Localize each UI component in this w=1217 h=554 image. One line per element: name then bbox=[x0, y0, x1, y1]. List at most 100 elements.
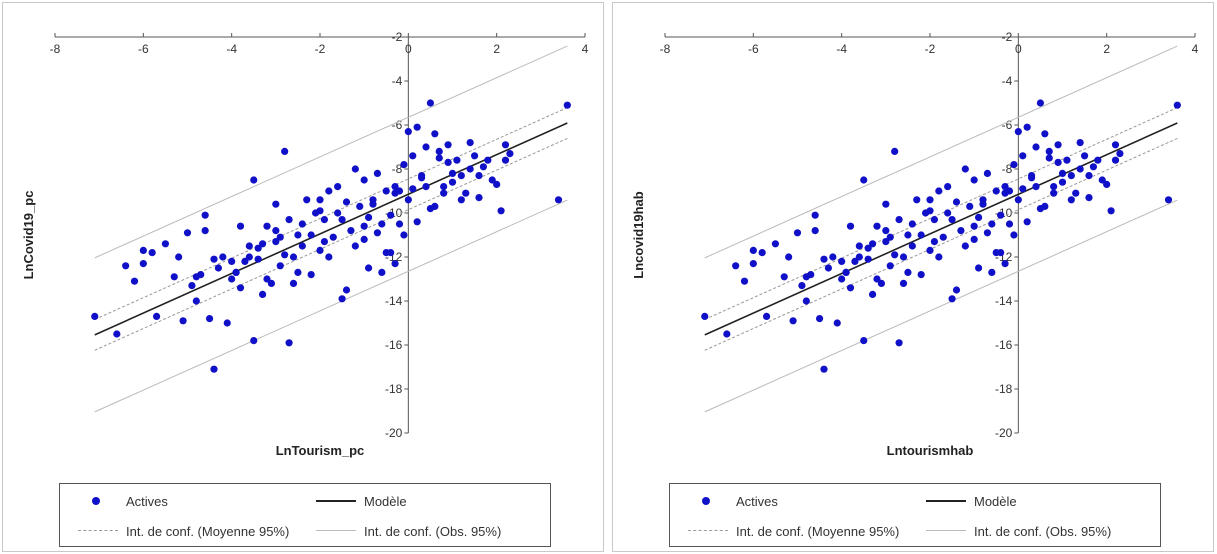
data-point bbox=[457, 172, 465, 180]
y-tick-label: -16 bbox=[995, 338, 1013, 352]
y-tick-label: -4 bbox=[1002, 74, 1013, 88]
y-tick-label: -18 bbox=[385, 382, 403, 396]
data-point bbox=[1067, 172, 1075, 180]
data-point bbox=[201, 211, 209, 219]
data-point bbox=[1027, 172, 1036, 180]
data-point bbox=[360, 176, 368, 184]
data-point bbox=[272, 238, 280, 246]
data-point bbox=[1076, 139, 1084, 147]
legend-label-model: Modèle bbox=[364, 493, 407, 509]
data-point bbox=[404, 128, 412, 136]
data-point bbox=[422, 183, 430, 191]
data-point bbox=[320, 238, 329, 246]
y-tick-label: -4 bbox=[392, 74, 403, 88]
model-line bbox=[94, 122, 568, 336]
data-point bbox=[188, 282, 196, 290]
data-point bbox=[303, 196, 311, 204]
data-point bbox=[475, 194, 483, 202]
data-point bbox=[289, 253, 298, 261]
data-point bbox=[342, 198, 351, 206]
data-point bbox=[378, 268, 386, 276]
data-point bbox=[391, 189, 399, 197]
data-point bbox=[179, 317, 187, 325]
x-tick-label: 4 bbox=[582, 42, 589, 56]
data-point bbox=[908, 220, 916, 228]
data-point bbox=[904, 268, 912, 276]
data-point bbox=[501, 156, 510, 164]
data-point bbox=[1173, 101, 1181, 109]
data-point bbox=[762, 312, 771, 320]
data-point bbox=[1032, 143, 1040, 151]
x-tick-label: 0 bbox=[1015, 42, 1022, 56]
data-point bbox=[749, 246, 757, 254]
data-point bbox=[210, 255, 218, 263]
data-point bbox=[886, 262, 894, 270]
data-point bbox=[970, 235, 978, 243]
data-point bbox=[387, 211, 395, 219]
data-point bbox=[334, 183, 342, 191]
data-point bbox=[391, 260, 399, 268]
data-point bbox=[974, 213, 983, 221]
legend-item-conf-mean: Int. de conf. (Moyenne 95%) bbox=[74, 522, 289, 540]
data-point bbox=[440, 189, 448, 197]
data-point bbox=[1023, 123, 1031, 131]
data-point bbox=[360, 222, 368, 230]
data-point bbox=[426, 99, 435, 107]
y-tick-label: -20 bbox=[995, 426, 1013, 440]
data-point bbox=[829, 253, 837, 261]
y-axis-title: Lncovid19hab bbox=[631, 191, 646, 278]
data-point bbox=[387, 249, 395, 257]
x-tick-label: -6 bbox=[748, 42, 759, 56]
data-point bbox=[417, 172, 426, 180]
data-point bbox=[1014, 196, 1022, 204]
data-point bbox=[236, 284, 245, 292]
data-point bbox=[740, 277, 749, 285]
data-point bbox=[855, 242, 863, 250]
legend-item-conf-mean: Int. de conf. (Moyenne 95%) bbox=[684, 522, 899, 540]
data-point bbox=[1076, 165, 1084, 173]
x-tick-label: -2 bbox=[315, 42, 326, 56]
data-point bbox=[250, 176, 258, 184]
data-point bbox=[988, 268, 996, 276]
data-point bbox=[395, 220, 404, 228]
data-point bbox=[276, 262, 284, 270]
data-point bbox=[1036, 99, 1045, 107]
data-point bbox=[148, 249, 156, 257]
data-point bbox=[351, 242, 359, 250]
data-point bbox=[307, 231, 315, 239]
x-tick-label: -4 bbox=[836, 42, 847, 56]
data-point bbox=[170, 273, 178, 281]
data-point bbox=[957, 227, 965, 235]
data-point bbox=[1010, 161, 1018, 169]
data-point bbox=[1001, 189, 1009, 197]
data-point bbox=[356, 202, 364, 210]
data-point bbox=[939, 233, 947, 241]
data-point bbox=[997, 249, 1005, 257]
data-point bbox=[506, 150, 514, 158]
data-point bbox=[325, 187, 333, 195]
data-point bbox=[1023, 218, 1031, 226]
data-point bbox=[798, 282, 806, 290]
data-point bbox=[877, 279, 886, 287]
data-point bbox=[373, 229, 382, 237]
data-point bbox=[254, 244, 262, 252]
data-point bbox=[316, 246, 324, 254]
data-point bbox=[891, 251, 899, 259]
data-point bbox=[1054, 141, 1062, 149]
data-point bbox=[364, 213, 373, 221]
data-point bbox=[882, 200, 890, 208]
data-point bbox=[1111, 141, 1120, 149]
data-point bbox=[807, 271, 815, 279]
data-point bbox=[895, 339, 903, 347]
data-point bbox=[1019, 185, 1027, 193]
data-point bbox=[236, 222, 245, 230]
x-tick-label: -4 bbox=[226, 42, 237, 56]
data-point bbox=[214, 264, 223, 272]
data-point bbox=[882, 238, 890, 246]
data-point bbox=[272, 200, 280, 208]
data-point bbox=[444, 141, 452, 149]
data-point bbox=[484, 156, 492, 164]
data-point bbox=[1085, 172, 1093, 180]
x-tick-label: -6 bbox=[138, 42, 149, 56]
data-point bbox=[364, 264, 373, 272]
